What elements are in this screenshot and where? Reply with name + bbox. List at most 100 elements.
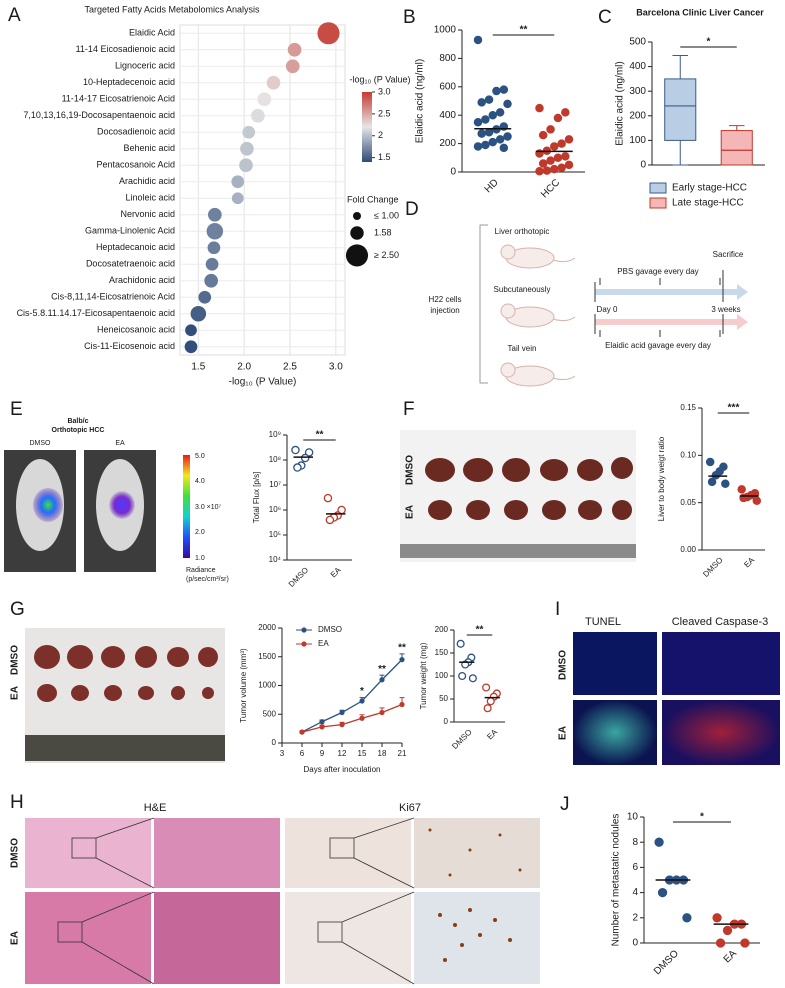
data-point <box>185 324 197 337</box>
panel-letter: H <box>10 792 24 813</box>
y-tick-label: 6 <box>632 862 638 873</box>
data-point <box>379 709 385 716</box>
data-point <box>207 241 221 255</box>
data-point <box>542 166 552 175</box>
ki67-nuclei <box>428 828 522 962</box>
size-legend-label: ≥ 2.50 <box>374 250 399 260</box>
diagram-label: Tail vein <box>508 344 537 353</box>
colorbar-label: 2.0 <box>195 529 205 536</box>
row-label: EA <box>558 726 569 740</box>
y-tick-label: 10⁶ <box>269 505 281 514</box>
data-point <box>285 59 300 74</box>
row-label: DMSO <box>10 645 21 675</box>
data-point <box>657 887 668 898</box>
y-tick-label: 50 <box>439 694 448 703</box>
significance-label: *** <box>728 403 740 414</box>
data-point <box>707 477 717 487</box>
image <box>25 892 151 984</box>
panel-letter: I <box>555 599 560 620</box>
signal <box>109 491 135 519</box>
data-point <box>291 445 300 455</box>
y-axis-label: Liver to body weigt ratio <box>657 436 666 521</box>
y-tick-label: 400 <box>439 110 456 121</box>
x-tick-label: 1.5 <box>191 362 205 373</box>
significance-label: * <box>707 37 711 48</box>
if-images: TUNEL Cleaved Caspase-3 DMSO EA <box>558 616 780 765</box>
significance-label: * <box>700 812 704 823</box>
size-legend-marker <box>350 226 364 240</box>
image <box>285 892 411 984</box>
image <box>154 892 280 984</box>
y-tick-label: 0.00 <box>680 545 696 554</box>
data-point <box>503 99 512 109</box>
data-point <box>319 724 325 730</box>
data-point <box>737 485 746 494</box>
size-legend-label: 1.58 <box>374 227 392 237</box>
data-point <box>492 86 501 96</box>
data-point <box>477 98 486 107</box>
row-label: DMSO <box>10 838 21 868</box>
x-axis-label: Days after inoculation <box>304 765 381 774</box>
data-point <box>722 925 733 936</box>
diagram-label: injection <box>430 306 459 315</box>
y-tick-label: 100 <box>629 135 646 146</box>
category-label: Docosatetraenoic acid <box>86 259 175 269</box>
data-point <box>473 118 483 127</box>
legend-label: DMSO <box>318 625 342 634</box>
x-tick-label: HCC <box>539 177 562 200</box>
image <box>573 700 657 765</box>
data-point <box>379 677 385 683</box>
image <box>400 430 636 562</box>
image-label: Orthotopic HCC <box>52 427 105 434</box>
data-point <box>399 657 405 663</box>
colorbar-title: -log₁₀ (P Value) <box>350 74 411 84</box>
y-tick-label: 0 <box>632 938 638 949</box>
image-label: Balb/c <box>67 418 88 425</box>
data-point <box>561 108 570 117</box>
column-label: H&E <box>144 802 167 814</box>
panel-letter: F <box>403 399 415 420</box>
colorbar-tick-label: 3.0 <box>378 86 391 96</box>
row-label: DMSO <box>558 650 569 680</box>
ruler <box>25 735 225 761</box>
size-legend-title: Fold Change <box>347 194 399 204</box>
data-point <box>564 135 574 144</box>
data-point <box>481 140 490 150</box>
y-tick-label: 0 <box>272 738 277 747</box>
category-label: Cis-8,11,14-Eicosatrienoic Acid <box>51 292 175 302</box>
data-point <box>458 671 467 681</box>
data-point <box>740 938 750 948</box>
legend-marker <box>301 627 307 633</box>
y-tick-label: 200 <box>435 625 449 634</box>
data-point <box>495 108 505 117</box>
data-point <box>231 192 244 205</box>
y-axis-label: Elaidic acid (ng/ml) <box>415 59 426 143</box>
diagram-label: Elaidic acid gavage every day <box>605 341 711 350</box>
significance-label: ** <box>316 430 324 441</box>
y-tick-label: 200 <box>629 110 646 121</box>
data-point <box>488 110 497 120</box>
colorbar-label: 1.0 <box>195 555 205 562</box>
data-point <box>503 132 512 141</box>
data-point <box>546 125 555 134</box>
series-line <box>301 659 403 733</box>
data-point <box>553 153 563 163</box>
data-point <box>317 22 340 45</box>
data-point <box>287 42 302 57</box>
data-point <box>198 290 212 304</box>
y-tick-label: 300 <box>629 86 646 97</box>
category-label: 11-14-17 Eicosatrienoic Acid <box>62 94 175 104</box>
y-tick-label: 10⁵ <box>269 530 281 539</box>
data-point <box>325 515 335 525</box>
data-point <box>456 639 465 648</box>
y-tick-label: 10 <box>627 812 639 823</box>
y-tick-label: 4 <box>632 887 638 898</box>
category-label: Gamma-Linolenic Acid <box>85 226 175 236</box>
data-point <box>240 141 254 156</box>
ruler <box>400 544 636 558</box>
data-point <box>721 479 730 488</box>
legend-label: Early stage-HCC <box>672 183 747 194</box>
significance-label: ** <box>476 625 484 636</box>
y-tick-label: 1500 <box>258 652 276 661</box>
